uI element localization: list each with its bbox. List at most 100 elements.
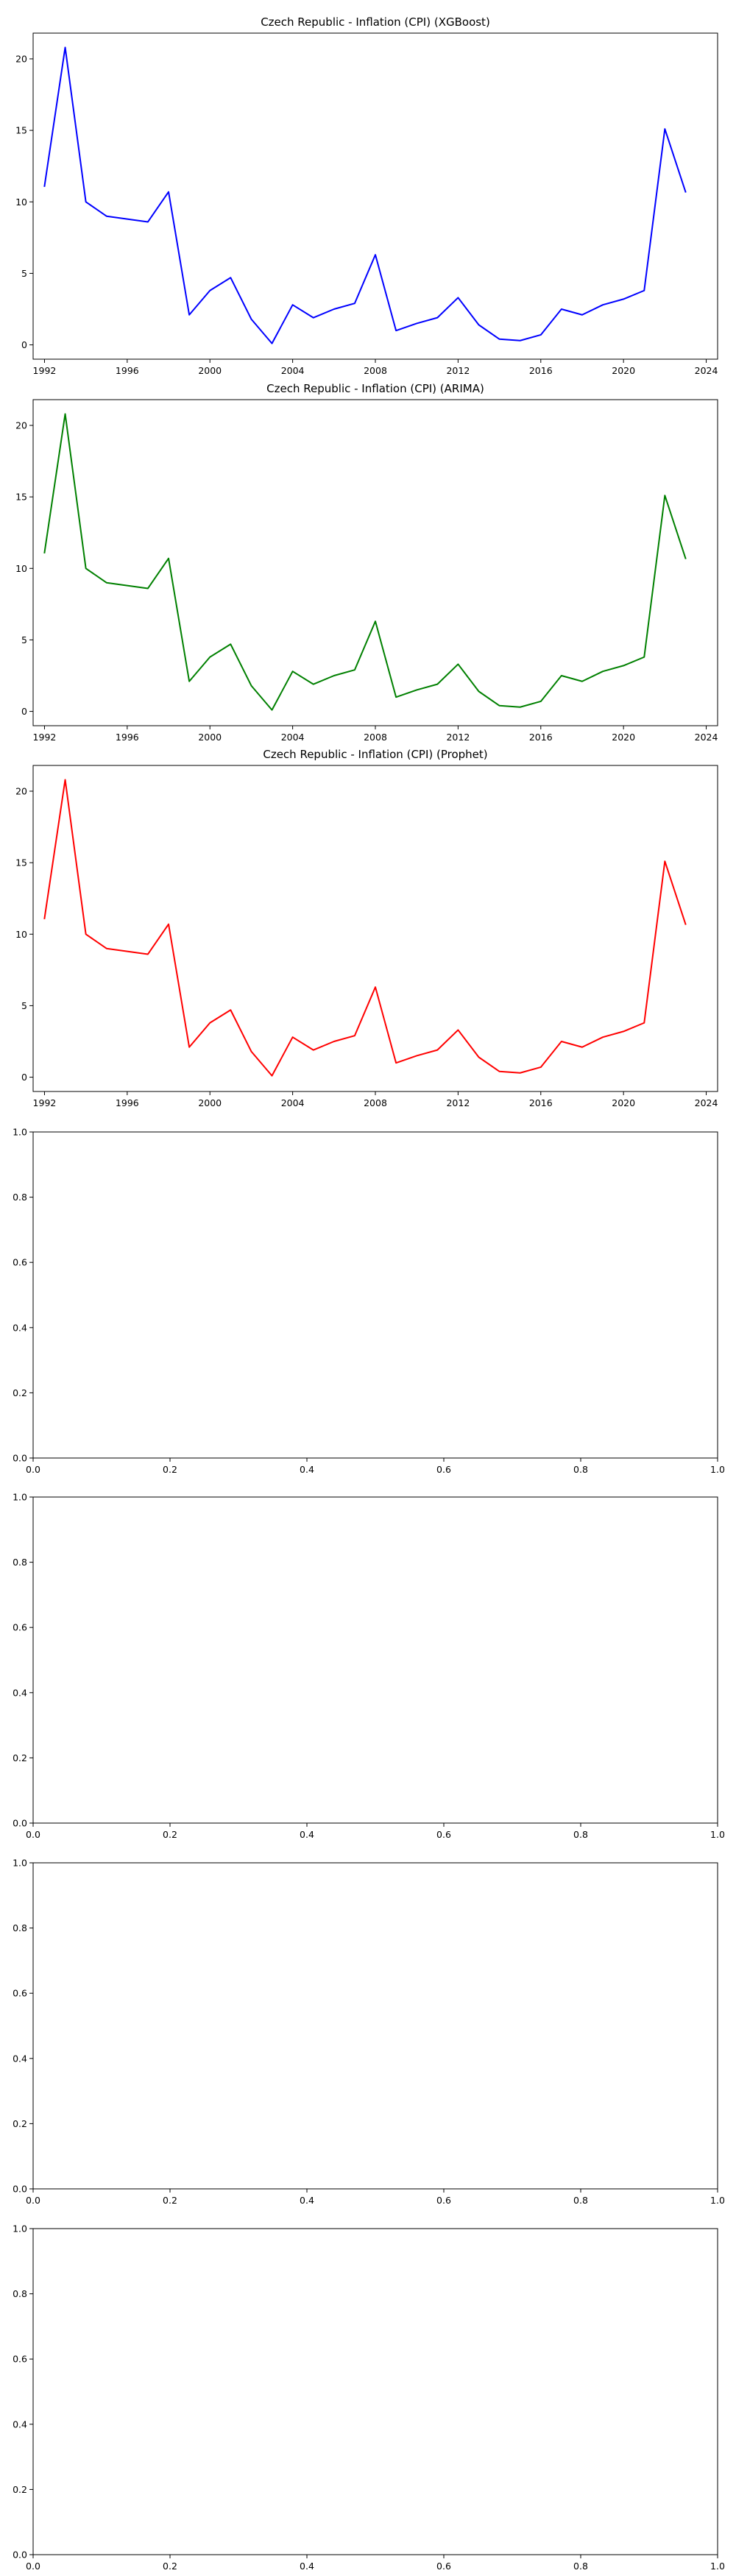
x-tick-label: 1996: [116, 365, 139, 376]
y-tick-label: 15: [15, 492, 27, 503]
y-tick-label: 0.8: [13, 1922, 27, 1933]
x-tick-label: 2000: [198, 1097, 222, 1108]
x-tick-label: 0.2: [163, 1464, 177, 1475]
x-tick-label: 0.2: [163, 1829, 177, 1840]
x-tick-label: 0.4: [300, 1464, 314, 1475]
y-tick-label: 0.6: [13, 1622, 27, 1633]
x-tick-label: 2000: [198, 732, 222, 743]
y-tick-label: 5: [21, 634, 27, 645]
x-tick-label: 1.0: [710, 2195, 725, 2206]
x-tick-label: 2008: [364, 1097, 387, 1108]
x-tick-label: 2004: [281, 732, 305, 743]
y-tick-label: 10: [15, 929, 27, 940]
y-tick-label: 15: [15, 857, 27, 868]
x-tick-label: 2012: [446, 1097, 470, 1108]
chart-panel-5: 0.0 0.2 0.4 0.6 0.8 1.0 0.0 0.2 0.4 0.6 0.8 1.0: [13, 1492, 725, 1841]
x-tick-label: 0.4: [300, 1829, 314, 1840]
x-tick-label: 0.8: [573, 1829, 588, 1840]
x-tick-label: 0.4: [300, 2561, 314, 2572]
y-tick-label: 0.4: [13, 1687, 27, 1698]
x-tick-label: 0.0: [26, 1829, 40, 1840]
y-tick-label: 20: [15, 420, 27, 431]
chart-panel-3: Czech Republic - Inflation (CPI) (Prophe…: [15, 748, 718, 1108]
y-tick-label: 0.2: [13, 1387, 27, 1398]
x-tick-label: 1.0: [710, 2561, 725, 2572]
x-tick-label: 1992: [33, 365, 57, 376]
x-tick-label: 0.0: [26, 2195, 40, 2206]
y-tick-label: 1.0: [13, 1858, 27, 1869]
y-tick-label: 0.4: [13, 2053, 27, 2064]
x-tick-label: 0.6: [436, 1464, 451, 1475]
x-tick-label: 2020: [612, 732, 635, 743]
x-tick-label: 1996: [116, 1097, 139, 1108]
x-tick-label: 2024: [695, 1097, 718, 1108]
chart-title: Czech Republic - Inflation (CPI) (XGBoos…: [261, 15, 490, 29]
x-tick-label: 2008: [364, 365, 387, 376]
y-tick-label: 0.4: [13, 1322, 27, 1333]
x-tick-label: 0.4: [300, 2195, 314, 2206]
x-tick-label: 1996: [116, 732, 139, 743]
x-tick-label: 0.8: [573, 2561, 588, 2572]
x-tick-label: 1992: [33, 1097, 57, 1108]
series-line-1: [43, 46, 687, 344]
plot-area: [32, 1862, 718, 2190]
y-tick-label: 10: [15, 197, 27, 208]
chart-panel-7: 0.0 0.2 0.4 0.6 0.8 1.0 0.0 0.2 0.4 0.6 0.8 1.0: [13, 2223, 725, 2572]
y-tick-label: 0.4: [13, 2418, 27, 2430]
x-tick-label: 1.0: [710, 1464, 725, 1475]
y-tick-label: 1.0: [13, 1492, 27, 1503]
y-tick-label: 0.6: [13, 1988, 27, 1999]
plot-area: [32, 2228, 718, 2555]
y-tick-label: 0.8: [13, 1557, 27, 1568]
y-tick-label: 0.2: [13, 1752, 27, 1763]
plot-area: [32, 399, 718, 726]
chart-title: Czech Republic - Inflation (CPI) (ARIMA): [266, 382, 484, 395]
y-tick-label: 0.0: [13, 1818, 27, 1829]
x-tick-label: 0.6: [436, 1829, 451, 1840]
x-tick-label: 1.0: [710, 1829, 725, 1840]
x-tick-label: 0.0: [26, 1464, 40, 1475]
y-tick-label: 0.0: [13, 1453, 27, 1464]
x-tick-label: 0.8: [573, 2195, 588, 2206]
x-tick-label: 2012: [446, 365, 470, 376]
x-tick-label: 2020: [612, 365, 635, 376]
x-tick-label: 2024: [695, 365, 718, 376]
x-tick-label: 0.6: [436, 2195, 451, 2206]
plot-area: [32, 765, 718, 1092]
y-tick-label: 0.6: [13, 1257, 27, 1268]
y-tick-label: 0.6: [13, 2354, 27, 2365]
x-tick-label: 2000: [198, 365, 222, 376]
series-line-1: [43, 779, 687, 1077]
y-tick-label: 0.2: [13, 2484, 27, 2495]
y-tick-label: 15: [15, 125, 27, 136]
y-tick-label: 5: [21, 1000, 27, 1011]
x-tick-label: 0.6: [436, 2561, 451, 2572]
y-tick-label: 0.0: [13, 2184, 27, 2195]
x-tick-label: 2016: [529, 1097, 553, 1108]
x-tick-label: 0.8: [573, 1464, 588, 1475]
y-tick-label: 5: [21, 268, 27, 279]
x-tick-label: 0.0: [26, 2561, 40, 2572]
y-tick-label: 20: [15, 53, 27, 64]
plot-area: [32, 32, 718, 360]
x-tick-label: 2024: [695, 732, 718, 743]
x-tick-label: 2020: [612, 1097, 635, 1108]
plot-area: [32, 1496, 718, 1824]
x-tick-label: 2004: [281, 1097, 305, 1108]
series-line-1: [43, 413, 687, 711]
x-tick-label: 1992: [33, 732, 57, 743]
y-tick-label: 0.0: [13, 2550, 27, 2561]
x-tick-label: 2008: [364, 732, 387, 743]
y-tick-label: 10: [15, 563, 27, 574]
chart-panel-4: 0.0 0.2 0.4 0.6 0.8 1.0 0.0 0.2 0.4 0.6 0.8 1.0: [13, 1127, 725, 1476]
chart-panel-1: Czech Republic - Inflation (CPI) (XGBoos…: [15, 15, 718, 376]
y-tick-label: 0: [21, 1072, 27, 1083]
x-tick-label: 0.2: [163, 2195, 177, 2206]
y-tick-label: 0.8: [13, 1192, 27, 1203]
chart-panel-2: Czech Republic - Inflation (CPI) (ARIMA)…: [15, 382, 718, 743]
x-tick-label: 2016: [529, 732, 553, 743]
y-tick-label: 0.8: [13, 2288, 27, 2299]
x-tick-label: 2004: [281, 365, 305, 376]
y-tick-label: 0: [21, 706, 27, 717]
y-tick-label: 0: [21, 339, 27, 350]
